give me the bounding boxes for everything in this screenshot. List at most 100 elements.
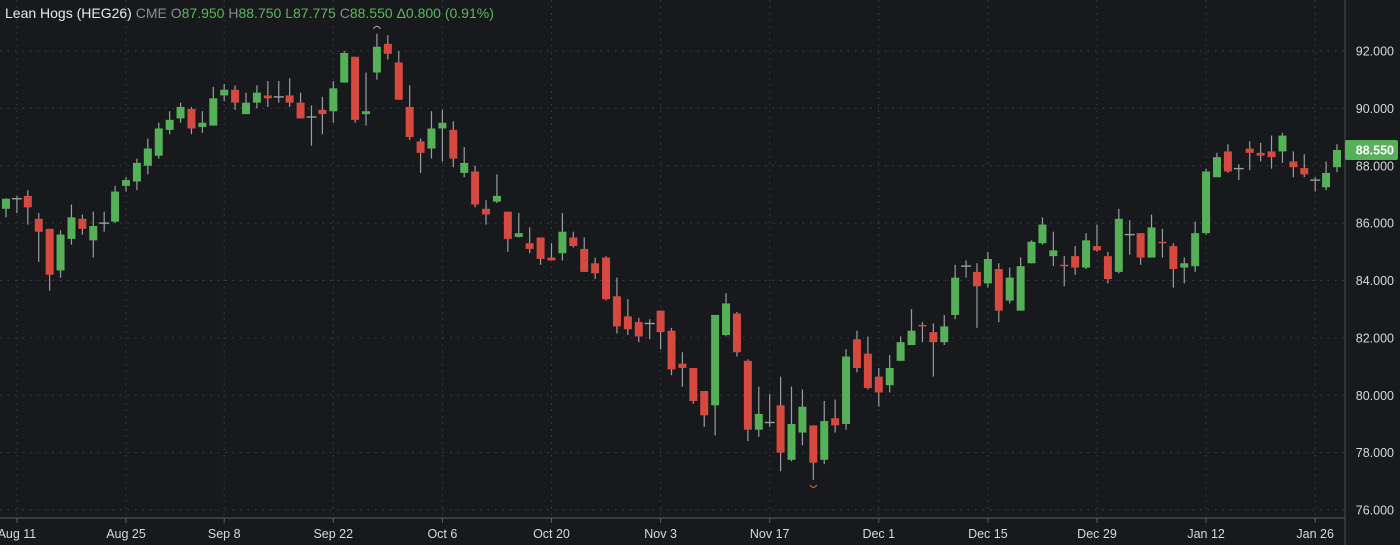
candle (165, 111, 174, 135)
y-tick-label: 90.000 (1356, 102, 1394, 116)
candle-body (983, 258, 992, 284)
candle (405, 85, 414, 140)
candle (296, 92, 305, 119)
y-tick-label: 86.000 (1356, 217, 1394, 231)
candle (678, 352, 687, 387)
candle-body (972, 271, 981, 287)
candle (1169, 243, 1178, 288)
candle (711, 314, 720, 436)
candle (1060, 256, 1069, 287)
candle-body (711, 314, 720, 406)
candle (56, 230, 65, 278)
candle-body (132, 162, 141, 182)
candle (198, 111, 207, 133)
candle (11, 195, 22, 214)
candle-body (460, 162, 469, 173)
candle-body (951, 277, 960, 315)
candle (1180, 257, 1189, 284)
candle (1147, 214, 1156, 258)
low-label: L (285, 5, 293, 21)
candle-body (1158, 241, 1167, 244)
candle (907, 309, 916, 346)
x-tick-label: Dec 15 (968, 527, 1008, 541)
x-tick-label: Dec 29 (1077, 527, 1117, 541)
candle-body (176, 106, 185, 119)
candle-body (754, 413, 763, 430)
candle-body (798, 406, 807, 433)
candle (492, 174, 501, 204)
candle (1027, 240, 1036, 264)
y-axis[interactable]: 92.000 90.000 88.000 86.000 84.000 82.000 80.0… (1356, 45, 1394, 518)
candle-body (678, 363, 687, 368)
candle (89, 211, 98, 258)
candle (918, 322, 927, 343)
candle-body (820, 421, 829, 460)
candle (514, 213, 523, 238)
candle-body (1071, 256, 1080, 268)
candle-body (896, 342, 905, 361)
candle-body (602, 257, 611, 300)
candle-body (558, 231, 567, 254)
candle (1289, 151, 1298, 178)
candle (1322, 161, 1331, 191)
candle-body (776, 405, 785, 453)
candle (1300, 154, 1309, 178)
candle-body (1147, 227, 1156, 258)
candle (1005, 267, 1014, 304)
candle (1310, 177, 1321, 192)
candle (547, 243, 556, 261)
extreme-markers (372, 25, 818, 488)
candle (1082, 233, 1091, 270)
x-axis[interactable]: Aug 11 Aug 25 Sep 8 Sep 22 Oct 6 Oct 20 Nov 3 N… (0, 518, 1334, 541)
candle (383, 35, 392, 60)
candle-body (1180, 263, 1189, 268)
candle-body (143, 148, 152, 166)
candle (569, 231, 578, 248)
candle-body (1005, 277, 1014, 301)
candle-body (405, 106, 414, 138)
candle-body (111, 191, 120, 222)
candle-body (78, 218, 87, 229)
candle (972, 263, 981, 328)
candle-body (929, 332, 938, 343)
candle-body (1212, 157, 1221, 178)
candle-body (449, 129, 458, 159)
candle (67, 204, 76, 245)
candle-body (842, 356, 851, 424)
candle-body (1245, 148, 1254, 153)
candle (580, 237, 589, 272)
candle (591, 257, 600, 280)
candle-body (656, 310, 665, 333)
candle-body (536, 237, 545, 259)
candle (176, 102, 185, 123)
candle-body (165, 119, 174, 130)
candle-body (689, 367, 698, 401)
candle-body (1256, 152, 1265, 156)
candle (220, 83, 229, 102)
candle (1267, 135, 1276, 169)
candle (722, 293, 731, 337)
candle (482, 200, 491, 225)
x-tick-label: Aug 25 (106, 527, 146, 541)
candle-body (438, 122, 447, 129)
candle-body (471, 171, 480, 205)
candle (732, 312, 741, 357)
candle (438, 109, 447, 162)
candle (656, 310, 665, 350)
candle-body (263, 95, 272, 99)
candle-body (2, 198, 10, 209)
candle-body (1322, 172, 1331, 188)
y-tick-label: 82.000 (1356, 331, 1394, 345)
candle (1233, 164, 1244, 181)
candle (644, 319, 655, 340)
candle (263, 81, 272, 107)
candle-body (122, 180, 131, 186)
candle (994, 263, 1003, 323)
candle-body (874, 376, 883, 393)
candle (242, 92, 251, 115)
candle (394, 51, 403, 100)
candle (1223, 144, 1232, 173)
candle (612, 277, 621, 334)
candle (700, 390, 709, 427)
